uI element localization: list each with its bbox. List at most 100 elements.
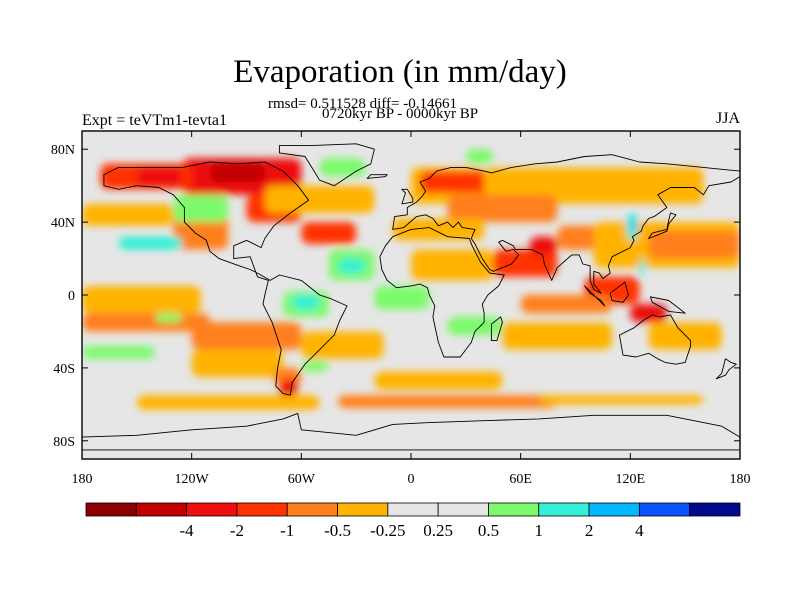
- colorbar-swatch: [538, 502, 590, 517]
- anomaly-region: [411, 249, 494, 281]
- anomaly-region: [447, 316, 503, 336]
- anomaly-region: [538, 395, 704, 405]
- colorbar-swatch: [638, 502, 691, 517]
- colorbar-swatch: [286, 502, 338, 517]
- anomaly-region: [465, 149, 494, 164]
- x-tick-label: 60E: [509, 472, 532, 487]
- anomaly-region: [118, 236, 183, 250]
- anomaly-field: [82, 149, 740, 410]
- anomaly-region: [173, 213, 229, 250]
- anomaly-region: [209, 163, 265, 183]
- anomaly-region: [82, 285, 201, 314]
- colorbar-label: -0.5: [324, 521, 351, 540]
- anomaly-region: [173, 194, 229, 223]
- anomaly-region: [319, 158, 366, 177]
- coastline: [401, 188, 414, 205]
- x-tick-label: 0: [408, 472, 415, 487]
- x-tick-label: 60W: [288, 472, 316, 487]
- anomaly-region: [337, 395, 558, 408]
- anomaly-region: [529, 236, 558, 255]
- colorbar-swatch: [186, 502, 238, 517]
- coastline: [278, 143, 375, 187]
- colorbar-label: -0.25: [370, 521, 405, 540]
- season-label: JJA: [715, 110, 740, 127]
- anomaly-region: [155, 313, 183, 323]
- anomaly-region: [630, 218, 636, 232]
- anomaly-region: [520, 295, 613, 314]
- anomaly-region: [301, 360, 329, 372]
- anomaly-region: [374, 285, 430, 310]
- colorbar: -4 -2 -1 -0.5 -0.25 0.25 0.5 1 2 4: [85, 502, 741, 540]
- colorbar-label: 0.25: [423, 521, 453, 540]
- chart-period-subtitle: 0720kyr BP - 0000kyr BP: [322, 106, 479, 122]
- coastline: [648, 212, 677, 239]
- x-tick-label: 180: [72, 472, 93, 487]
- colorbar-swatch: [135, 502, 188, 517]
- anomaly-region: [136, 395, 320, 410]
- anomaly-region: [292, 295, 320, 310]
- colorbar-label: -2: [230, 521, 244, 540]
- anomaly-region: [191, 349, 284, 377]
- x-tick-label: 180: [730, 472, 751, 487]
- y-tick-label: 0: [68, 289, 75, 304]
- coastline: [103, 161, 348, 396]
- anomaly-region: [301, 222, 357, 244]
- y-axis: 80N 40N 0 40S 80S: [51, 143, 740, 450]
- anomaly-region: [301, 331, 384, 359]
- x-tick-label: 120W: [175, 472, 210, 487]
- anomaly-region: [648, 322, 722, 350]
- anomaly-region: [82, 346, 156, 359]
- anomaly-region: [493, 249, 558, 277]
- coastline: [618, 314, 692, 365]
- anomaly-region: [630, 304, 667, 323]
- anomaly-region: [82, 203, 174, 226]
- anomaly-region: [337, 258, 366, 274]
- coastline: [379, 227, 505, 358]
- colorbar-swatch: [236, 502, 288, 517]
- anomaly-region: [420, 171, 503, 193]
- coastline: [609, 281, 629, 303]
- colorbar-swatch: [437, 502, 489, 517]
- x-tick-label: 120E: [616, 472, 646, 487]
- colorbar-label: 4: [635, 521, 644, 540]
- coastlines: [82, 143, 740, 451]
- coastline: [366, 174, 388, 179]
- chart-stats-subtitle: rmsd= 0.511528 diff= -0.14661: [268, 96, 457, 112]
- colorbar-label: 1: [535, 521, 544, 540]
- anomaly-region: [264, 185, 375, 213]
- coastline: [584, 285, 606, 307]
- x-axis: 180 120W 60W 0 60E 120E 180: [72, 131, 751, 487]
- colorbar-swatch: [337, 502, 389, 517]
- colorbar-swatch: [689, 502, 741, 517]
- colorbar-swatch: [387, 502, 439, 517]
- anomaly-region: [502, 322, 613, 350]
- coastline: [490, 316, 503, 342]
- colorbar-label: -4: [180, 521, 195, 540]
- anomaly-region: [447, 194, 558, 223]
- coastline: [649, 296, 686, 314]
- colorbar-swatch: [588, 502, 640, 517]
- y-tick-label: 80S: [53, 435, 75, 450]
- colorbar-swatch: [488, 502, 540, 517]
- anomaly-region: [648, 231, 740, 259]
- chart-title: Evaporation (in mm/day): [233, 54, 567, 90]
- y-tick-label: 40N: [51, 216, 75, 231]
- colorbar-swatch: [85, 502, 137, 517]
- coastline: [715, 358, 737, 380]
- anomaly-region: [191, 322, 302, 350]
- coastline: [82, 412, 740, 451]
- anomaly-region: [639, 258, 645, 277]
- experiment-label: Expt = teVTm1-tevta1: [82, 112, 227, 129]
- anomaly-region: [136, 167, 183, 186]
- colorbar-label: 0.5: [478, 521, 499, 540]
- anomaly-region: [279, 378, 298, 398]
- colorbar-label: 2: [585, 521, 594, 540]
- anomaly-region: [392, 218, 485, 241]
- y-tick-label: 80N: [51, 143, 75, 158]
- coastline: [392, 154, 740, 294]
- anomaly-region: [82, 313, 210, 332]
- y-tick-label: 40S: [53, 362, 75, 377]
- colorbar-label: -1: [280, 521, 294, 540]
- anomaly-region: [374, 371, 503, 390]
